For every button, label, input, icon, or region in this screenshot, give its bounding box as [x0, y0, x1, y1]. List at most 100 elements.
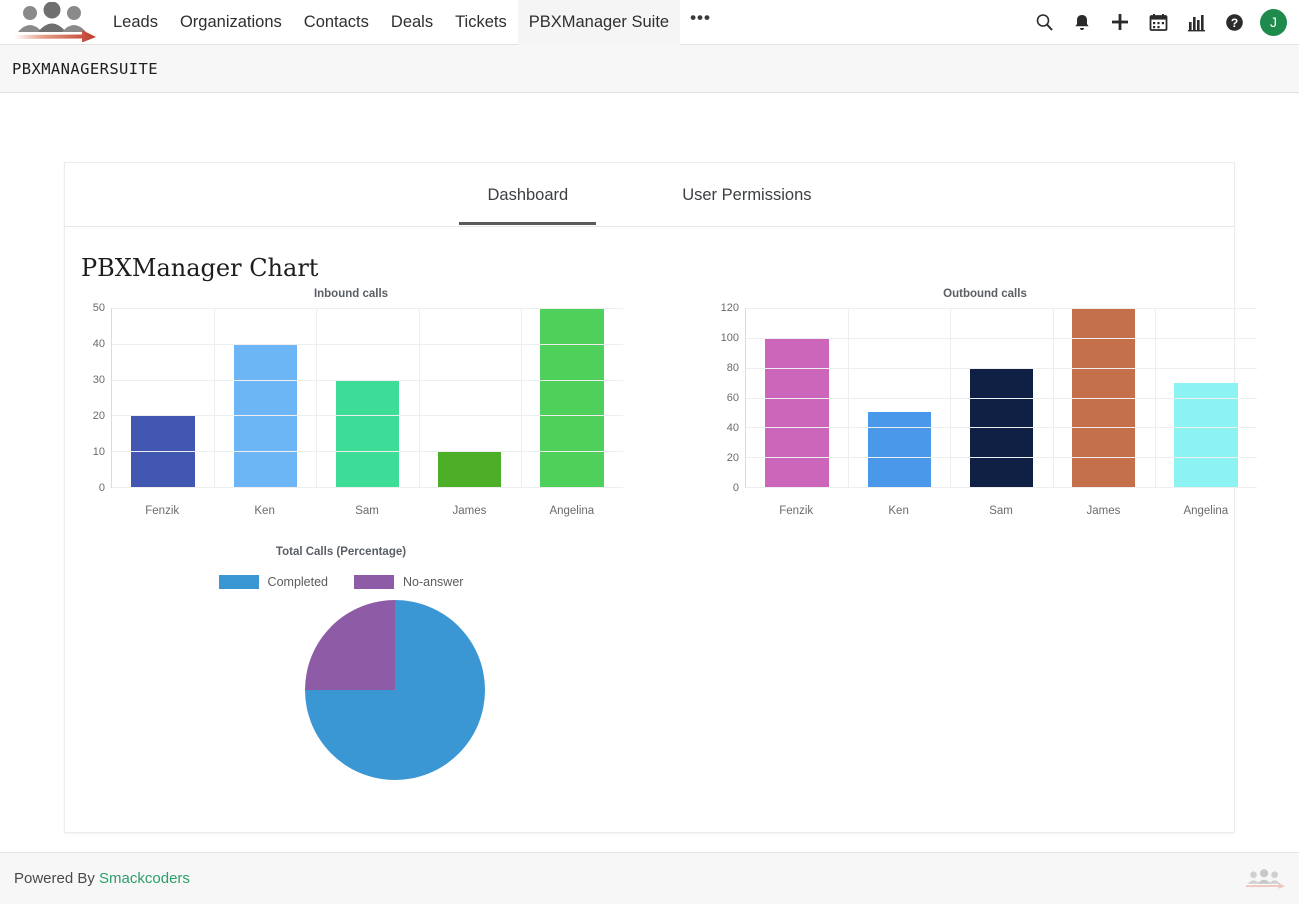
outbound-y-tick: 60	[726, 392, 739, 404]
inbound-x-labels: Fenzik Ken Sam James Angelina	[111, 505, 623, 517]
inbound-vgridline	[520, 308, 522, 487]
inbound-bar-slot	[521, 308, 623, 487]
outbound-gridline	[746, 308, 1257, 309]
search-glyph	[1036, 13, 1053, 31]
inbound-x-label: James	[452, 505, 487, 517]
inbound-y-tick: 20	[92, 410, 105, 422]
inbound-bars	[112, 308, 623, 487]
inbound-x-label: Sam	[355, 505, 379, 517]
outbound-x-label: James	[1086, 505, 1121, 517]
outbound-bar[interactable]	[765, 337, 829, 487]
pie-shape[interactable]	[305, 600, 485, 780]
nav-label: Deals	[390, 12, 434, 31]
outbound-bar-slot	[1155, 308, 1257, 487]
inbound-x-label: Fenzik	[145, 505, 180, 517]
nav-item-organizations[interactable]: Organizations	[169, 0, 293, 45]
total-calls-pie-chart: Total Calls (Percentage) Completed No-ans…	[65, 546, 1234, 816]
outbound-y-axis: 0 20 40 60 80 100 120	[705, 302, 745, 494]
outbound-calls-chart: Outbound calls 0 20 40 60 80 100 120 Fenzik Ken…	[705, 282, 1265, 542]
module-header-band: PBXMANAGERSUITE	[0, 45, 1299, 93]
outbound-bar[interactable]	[1174, 382, 1238, 487]
legend-label: No-answer	[403, 575, 464, 589]
calendar-glyph	[1149, 13, 1167, 31]
legend-item[interactable]: No-answer	[354, 575, 463, 589]
inbound-bar-slot	[316, 308, 418, 487]
inbound-x-label: Ken	[254, 505, 275, 517]
tab-user-permissions[interactable]: User Permissions	[654, 166, 839, 224]
inbound-y-axis: 0 10 20 30 40 50	[71, 302, 111, 494]
outbound-gridline	[746, 397, 1257, 399]
plus-icon[interactable]	[1104, 6, 1136, 38]
bar-chart-glyph	[1187, 14, 1205, 31]
plus-glyph	[1112, 14, 1128, 30]
user-avatar[interactable]: J	[1260, 8, 1287, 36]
bell-icon[interactable]	[1066, 6, 1098, 38]
inbound-bar[interactable]	[540, 308, 604, 487]
inbound-vgridline	[316, 308, 318, 487]
outbound-x-label: Angelina	[1183, 505, 1229, 517]
inbound-gridline	[112, 415, 623, 417]
nav-item-leads[interactable]: Leads	[102, 0, 169, 45]
nav-label: Leads	[113, 12, 158, 31]
powered-by-prefix: Powered By	[14, 870, 100, 887]
nav-item-contacts[interactable]: Contacts	[293, 0, 380, 45]
outbound-x-label: Ken	[888, 505, 909, 517]
outbound-y-tick: 0	[732, 482, 739, 494]
powered-by-text: Powered By Smackcoders	[0, 870, 190, 887]
vtiger-people-arrow-logo	[14, 1, 96, 42]
nav-label: Tickets	[455, 12, 507, 31]
pie-wrap	[305, 600, 485, 780]
calendar-icon[interactable]	[1142, 6, 1174, 38]
inbound-calls-chart: Inbound calls 0 10 20 30 40 50 Fenzik Ken Sam Ja…	[71, 282, 631, 542]
inbound-gridline	[112, 487, 623, 488]
pie-chart-title: Total Calls (Percentage)	[275, 546, 407, 558]
help-icon[interactable]: ?	[1218, 6, 1250, 38]
nav-item-tickets[interactable]: Tickets	[444, 0, 518, 45]
card-tabs: Dashboard User Permissions	[65, 163, 1234, 227]
inbound-bar-slot	[214, 308, 316, 487]
nav-label: PBXManager Suite	[528, 12, 670, 31]
top-nav-actions: ? J	[1028, 6, 1299, 38]
inbound-y-tick: 50	[92, 302, 105, 314]
nav-label: Organizations	[179, 12, 282, 31]
inbound-chart-title: Inbound calls	[313, 288, 389, 300]
legend-swatch	[354, 575, 394, 589]
nav-item-deals[interactable]: Deals	[380, 0, 444, 45]
inbound-bar[interactable]	[438, 451, 502, 487]
outbound-y-tick: 100	[720, 332, 739, 344]
tab-dashboard[interactable]: Dashboard	[459, 166, 596, 225]
outbound-chart-title: Outbound calls	[943, 288, 1027, 300]
outbound-bar-slot	[848, 308, 950, 487]
outbound-gridline	[746, 367, 1257, 369]
nav-item-pbxmanager-suite[interactable]: PBXManager Suite	[517, 0, 681, 45]
outbound-bar[interactable]	[867, 412, 931, 487]
page-footer: Powered By Smackcoders	[0, 852, 1299, 904]
inbound-y-tick: 10	[92, 446, 105, 458]
nav-label: Contacts	[303, 12, 369, 31]
inbound-y-tick: 40	[92, 338, 105, 350]
search-icon[interactable]	[1028, 6, 1060, 38]
page-body: Dashboard User Permissions PBXManager Ch…	[0, 93, 1299, 852]
outbound-gridline	[746, 457, 1257, 459]
outbound-bar-slot	[746, 308, 848, 487]
bar-chart-icon[interactable]	[1180, 6, 1212, 38]
outbound-vgridline	[1154, 308, 1156, 487]
legend-item[interactable]: Completed	[218, 575, 328, 589]
inbound-vgridline	[214, 308, 216, 487]
outbound-gridline	[746, 487, 1257, 488]
outbound-y-tick: 80	[726, 362, 739, 374]
tab-label: User Permissions	[682, 185, 812, 204]
outbound-x-label: Sam	[989, 505, 1013, 517]
inbound-gridline	[112, 451, 623, 453]
smackcoders-link[interactable]: Smackcoders	[99, 870, 190, 887]
inbound-gridline	[112, 343, 623, 345]
legend-swatch	[218, 575, 259, 589]
app-logo[interactable]	[4, 0, 102, 45]
inbound-x-label: Angelina	[549, 505, 595, 517]
inbound-bar[interactable]	[335, 379, 400, 487]
outbound-y-tick: 40	[726, 422, 739, 434]
nav-more-menu-icon[interactable]: •••	[690, 8, 711, 27]
help-glyph: ?	[1225, 13, 1243, 31]
outbound-x-labels: Fenzik Ken Sam James Angelina	[745, 505, 1257, 517]
page-title: PBXManager Chart	[81, 254, 319, 282]
